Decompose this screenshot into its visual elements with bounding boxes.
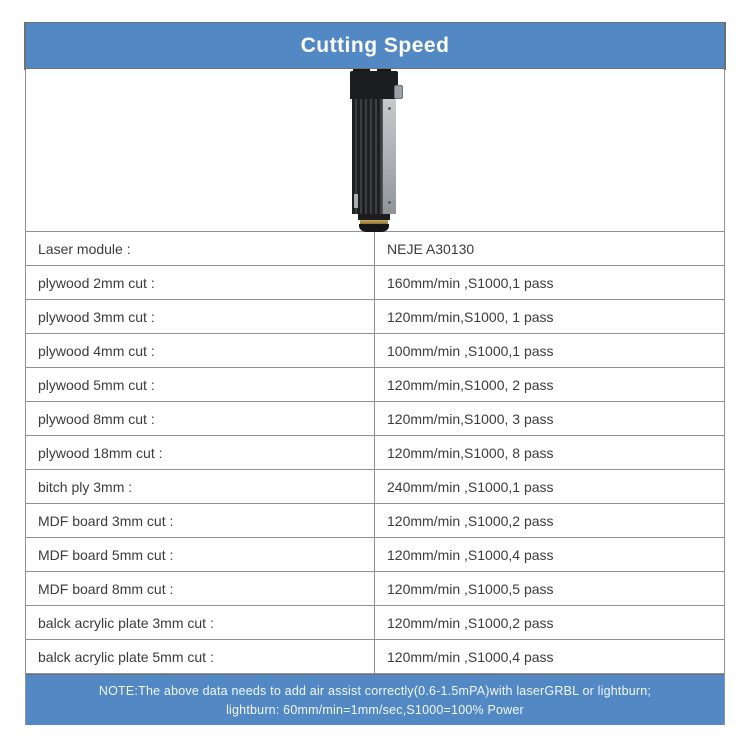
row-label: balck acrylic plate 5mm cut : (26, 640, 375, 673)
row-label: balck acrylic plate 3mm cut : (26, 606, 375, 639)
table-row: MDF board 8mm cut : 120mm/min ,S1000,5 p… (26, 572, 724, 606)
spec-panel: Cutting Speed Laser module : NEJE A30130… (24, 22, 726, 725)
laser-module-brass-ring (360, 220, 388, 224)
table-row: plywood 2mm cut : 160mm/min ,S1000,1 pas… (26, 266, 724, 300)
laser-module-connector (394, 85, 403, 99)
row-value: 120mm/min,S1000, 3 pass (387, 410, 554, 427)
screw-icon (388, 107, 391, 110)
row-label: plywood 5mm cut : (26, 368, 375, 401)
row-value: 120mm/min,S1000, 8 pass (387, 444, 554, 461)
table-row: balck acrylic plate 5mm cut : 120mm/min … (26, 640, 724, 674)
row-label: plywood 8mm cut : (26, 402, 375, 435)
row-label: bitch ply 3mm : (26, 470, 375, 503)
row-label: plywood 18mm cut : (26, 436, 375, 469)
row-value: 120mm/min,S1000, 1 pass (387, 308, 554, 325)
product-image-area (26, 69, 724, 232)
row-label: MDF board 8mm cut : (26, 572, 375, 605)
laser-module-cap (350, 71, 398, 99)
row-value: 120mm/min,S1000, 2 pass (387, 376, 554, 393)
row-value: 240mm/min ,S1000,1 pass (387, 478, 554, 495)
table-row: bitch ply 3mm : 240mm/min ,S1000,1 pass (26, 470, 724, 504)
row-label: plywood 4mm cut : (26, 334, 375, 367)
row-value: NEJE A30130 (387, 240, 475, 257)
row-value: 120mm/min ,S1000,2 pass (387, 512, 554, 529)
table-row: balck acrylic plate 3mm cut : 120mm/min … (26, 606, 724, 640)
row-value: 160mm/min ,S1000,1 pass (387, 274, 554, 291)
laser-module-side-panel (382, 99, 396, 214)
laser-module-body (352, 99, 396, 214)
row-label: Laser module : (26, 232, 375, 265)
footer-note-line1: NOTE:The above data needs to add air ass… (98, 683, 652, 698)
page-title: Cutting Speed (300, 33, 450, 57)
table-row: plywood 3mm cut : 120mm/min,S1000, 1 pas… (26, 300, 724, 334)
row-value: 120mm/min ,S1000,4 pass (387, 648, 554, 665)
row-value: 120mm/min ,S1000,2 pass (387, 614, 554, 631)
spec-table: Laser module : NEJE A30130 plywood 2mm c… (26, 231, 724, 674)
row-value: 120mm/min ,S1000,5 pass (387, 580, 554, 597)
panel-header: Cutting Speed (24, 22, 726, 70)
screw-icon (388, 201, 391, 204)
table-row: Laser module : NEJE A30130 (26, 232, 724, 266)
row-label: MDF board 3mm cut : (26, 504, 375, 537)
table-row: MDF board 3mm cut : 120mm/min ,S1000,2 p… (26, 504, 724, 538)
footer-note: NOTE:The above data needs to add air ass… (26, 674, 724, 725)
row-label: plywood 2mm cut : (26, 266, 375, 299)
row-label: MDF board 5mm cut : (26, 538, 375, 571)
table-row: MDF board 5mm cut : 120mm/min ,S1000,4 p… (26, 538, 724, 572)
table-row: plywood 8mm cut : 120mm/min,S1000, 3 pas… (26, 402, 724, 436)
row-value: 120mm/min ,S1000,4 pass (387, 546, 554, 563)
laser-module-label-mark (354, 194, 358, 208)
footer-note-line2: lightburn: 60mm/min=1mm/sec,S1000=100% P… (226, 702, 524, 717)
laser-module-nozzle (359, 224, 389, 232)
row-value: 100mm/min ,S1000,1 pass (387, 342, 554, 359)
table-row: plywood 4mm cut : 100mm/min ,S1000,1 pas… (26, 334, 724, 368)
laser-module-base (358, 214, 390, 220)
table-row: plywood 5mm cut : 120mm/min,S1000, 2 pas… (26, 368, 724, 402)
table-row: plywood 18mm cut : 120mm/min,S1000, 8 pa… (26, 436, 724, 470)
row-label: plywood 3mm cut : (26, 300, 375, 333)
